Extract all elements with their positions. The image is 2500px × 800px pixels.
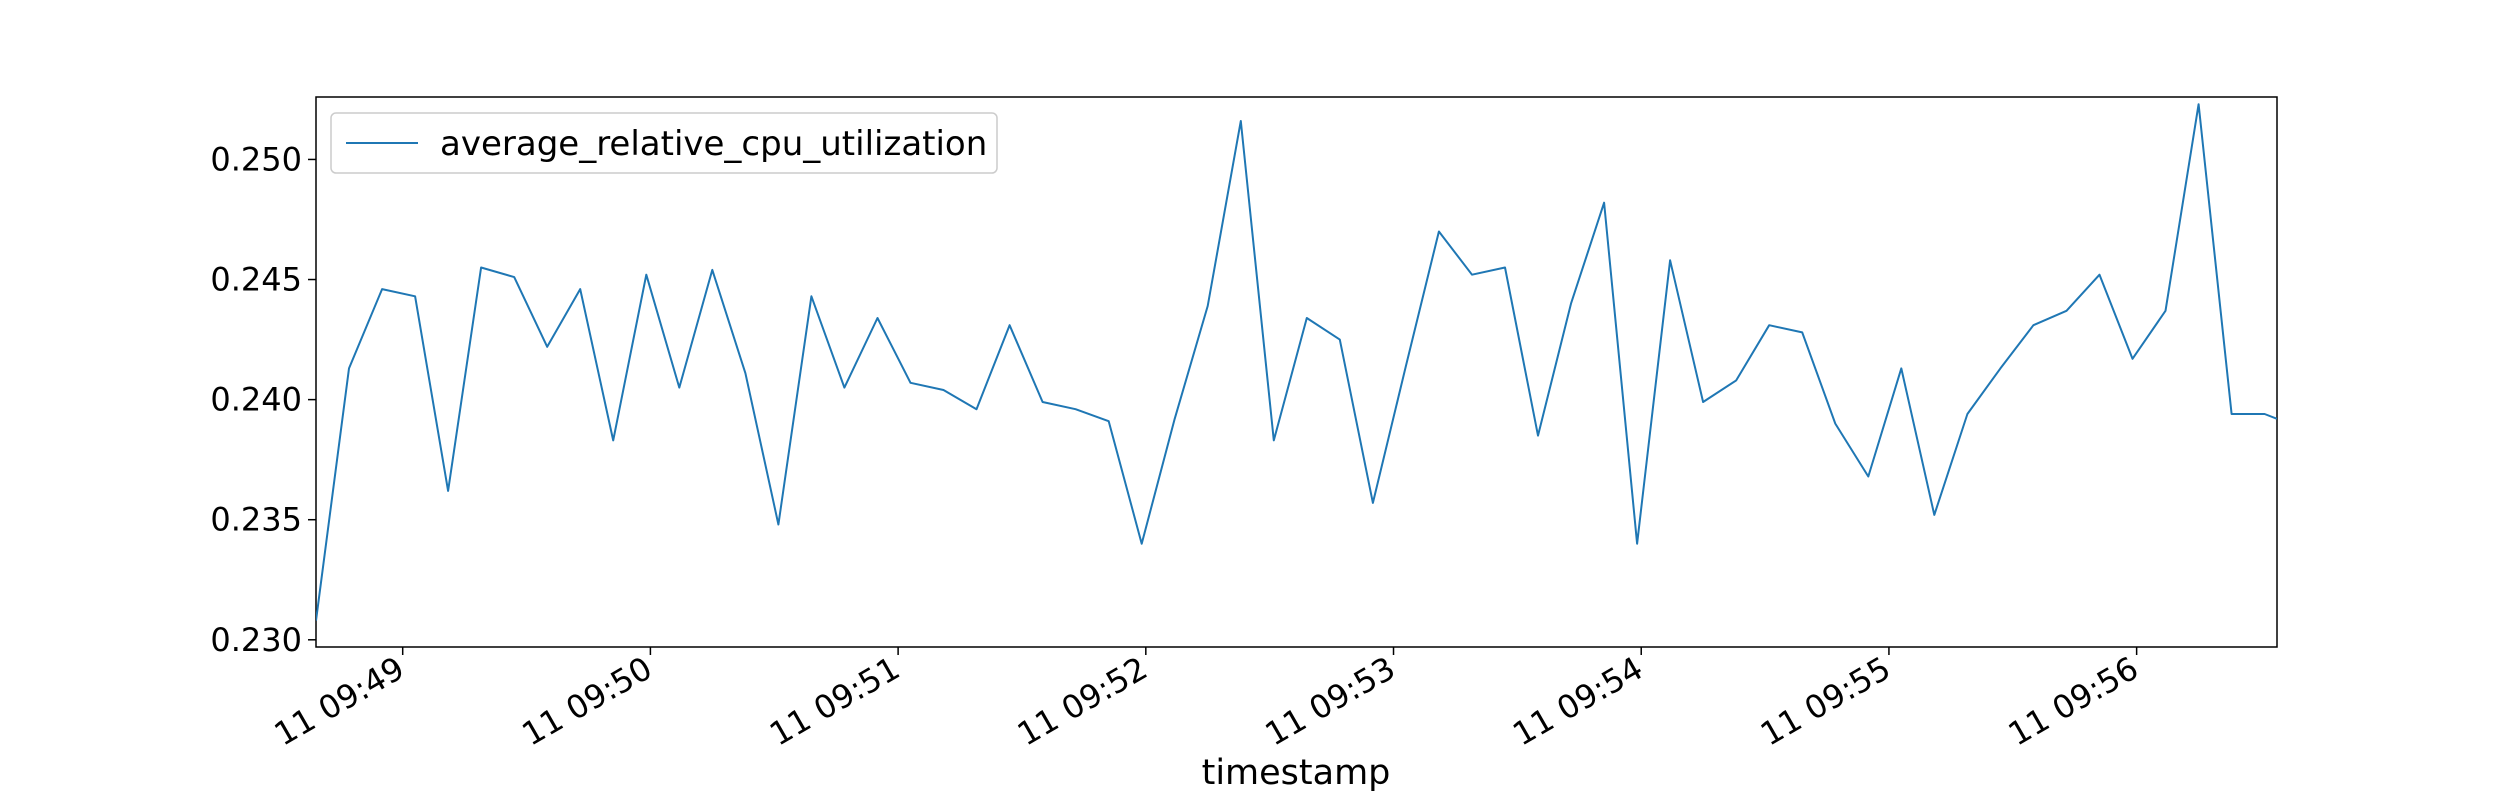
y-tick-label: 0.235 bbox=[210, 501, 302, 539]
data-point bbox=[1570, 302, 1572, 304]
data-point bbox=[480, 266, 482, 268]
data-point bbox=[645, 274, 647, 276]
data-point bbox=[1041, 401, 1043, 403]
data-point bbox=[678, 386, 680, 388]
data-point bbox=[1372, 502, 1374, 504]
data-point bbox=[1174, 418, 1176, 420]
y-tick-label: 0.245 bbox=[210, 261, 302, 299]
legend-box bbox=[330, 112, 998, 174]
data-point bbox=[1735, 379, 1737, 381]
data-point bbox=[612, 439, 614, 441]
data-point bbox=[2098, 274, 2100, 276]
data-point bbox=[1900, 367, 1902, 369]
data-point bbox=[1141, 543, 1143, 545]
data-point bbox=[777, 523, 779, 525]
data-point bbox=[1603, 202, 1605, 204]
data-point bbox=[2065, 310, 2067, 312]
x-axis-label: timestamp bbox=[1202, 753, 1391, 793]
data-point bbox=[1537, 434, 1539, 436]
data-point bbox=[975, 408, 977, 410]
data-point bbox=[414, 295, 416, 297]
data-point bbox=[1504, 266, 1506, 268]
data-point bbox=[381, 288, 383, 290]
series-layer bbox=[316, 103, 2277, 621]
data-point bbox=[1768, 324, 1770, 326]
data-point bbox=[1405, 365, 1407, 367]
data-point bbox=[909, 382, 911, 384]
data-point bbox=[1933, 514, 1935, 516]
data-point bbox=[1008, 324, 1010, 326]
data-point bbox=[2032, 324, 2034, 326]
data-point bbox=[1074, 408, 1076, 410]
plot-area bbox=[315, 96, 2278, 648]
legend: average_relative_cpu_utilization bbox=[330, 112, 998, 174]
y-tick-label: 0.250 bbox=[210, 140, 302, 178]
data-point bbox=[2230, 413, 2232, 415]
data-point bbox=[1636, 543, 1638, 545]
plot-frame bbox=[315, 96, 2278, 648]
data-point bbox=[2131, 358, 2133, 360]
data-point bbox=[546, 346, 548, 348]
data-point bbox=[843, 386, 845, 388]
data-point bbox=[1471, 274, 1473, 276]
data-point bbox=[1999, 367, 2001, 369]
data-point bbox=[1273, 439, 1275, 441]
data-point bbox=[348, 367, 350, 369]
legend-label: average_relative_cpu_utilization bbox=[440, 124, 987, 164]
data-point bbox=[1834, 422, 1836, 424]
data-point bbox=[1966, 413, 1968, 415]
data-point bbox=[513, 276, 515, 278]
data-point bbox=[810, 295, 812, 297]
data-point bbox=[1207, 305, 1209, 307]
y-tick-label: 0.240 bbox=[210, 381, 302, 419]
data-point bbox=[1702, 401, 1704, 403]
data-point bbox=[447, 490, 449, 492]
data-point bbox=[1867, 475, 1869, 477]
data-point bbox=[744, 372, 746, 374]
data-point bbox=[1306, 317, 1308, 319]
data-point bbox=[1801, 331, 1803, 333]
data-point bbox=[579, 288, 581, 290]
data-point bbox=[1339, 338, 1341, 340]
y-tick-label: 0.230 bbox=[210, 621, 302, 659]
data-point bbox=[2263, 413, 2265, 415]
data-point bbox=[1438, 230, 1440, 232]
data-point bbox=[711, 269, 713, 271]
data-point bbox=[2197, 103, 2199, 105]
data-point bbox=[1108, 420, 1110, 422]
series-line bbox=[316, 103, 2277, 621]
data-point bbox=[942, 389, 944, 391]
y-axis: 0.230 0.235 0.240 0.245 0.250 bbox=[210, 140, 316, 659]
data-point bbox=[2164, 310, 2166, 312]
data-point bbox=[1240, 120, 1242, 122]
data-point bbox=[876, 317, 878, 319]
data-point bbox=[1669, 259, 1671, 261]
